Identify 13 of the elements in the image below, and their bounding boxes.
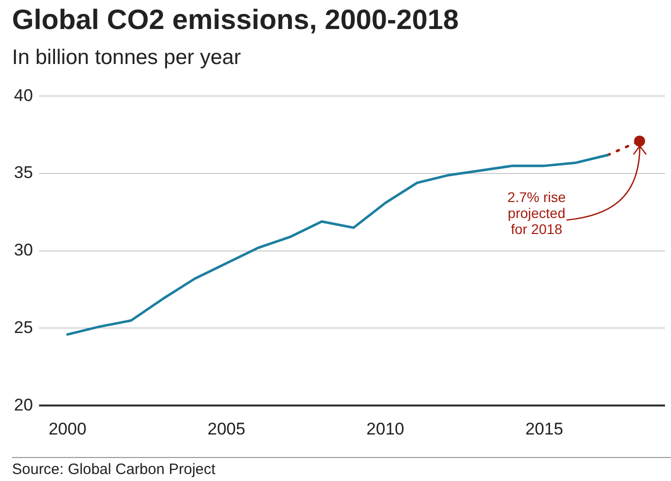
chart-subtitle: In billion tonnes per year	[12, 46, 241, 70]
chart-title: Global CO2 emissions, 2000-2018	[12, 4, 459, 36]
x-tick-label: 2005	[208, 419, 246, 438]
x-tick-label: 2000	[48, 419, 86, 438]
source-note: Source: Global Carbon Project	[12, 457, 671, 478]
y-tick-label: 25	[14, 318, 33, 337]
x-tick-label: 2010	[366, 419, 404, 438]
annotation: 2.7% rise projected for 2018	[507, 188, 566, 237]
y-tick-label: 30	[14, 240, 33, 260]
x-tick-label: 2015	[525, 419, 564, 438]
y-tick-label: 35	[14, 163, 33, 182]
y-tick-label: 20	[14, 395, 33, 414]
y-tick-label: 40	[14, 86, 33, 105]
